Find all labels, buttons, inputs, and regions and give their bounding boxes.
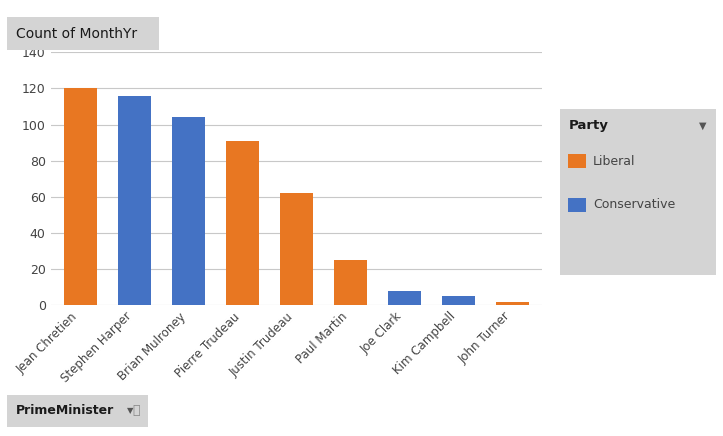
Text: Count of MonthYr: Count of MonthYr xyxy=(16,27,137,41)
Bar xyxy=(226,141,259,305)
Bar xyxy=(118,95,150,305)
Bar xyxy=(388,291,421,305)
Bar xyxy=(172,117,205,305)
Bar xyxy=(442,296,475,305)
Text: Liberal: Liberal xyxy=(593,155,636,168)
Bar xyxy=(334,260,367,305)
Text: Party: Party xyxy=(569,119,609,132)
Text: ▼: ▼ xyxy=(127,406,133,416)
Text: PrimeMinister: PrimeMinister xyxy=(16,405,114,417)
Text: Conservative: Conservative xyxy=(593,198,675,211)
Bar xyxy=(281,193,312,305)
Bar xyxy=(496,302,529,305)
Text: ▼: ▼ xyxy=(699,120,706,130)
Bar xyxy=(64,89,97,305)
Text: ⬛: ⬛ xyxy=(132,405,140,417)
